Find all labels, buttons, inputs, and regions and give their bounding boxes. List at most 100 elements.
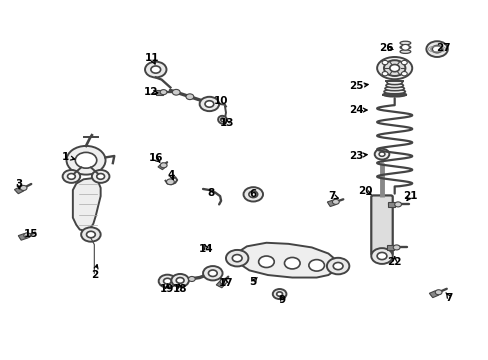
Circle shape xyxy=(308,260,324,271)
Circle shape xyxy=(431,45,441,53)
Circle shape xyxy=(401,72,407,76)
Text: 12: 12 xyxy=(143,87,158,97)
Circle shape xyxy=(381,72,387,76)
Polygon shape xyxy=(386,245,393,250)
Circle shape xyxy=(326,258,348,274)
Circle shape xyxy=(378,152,384,156)
Circle shape xyxy=(332,199,339,204)
Circle shape xyxy=(66,146,105,175)
Text: 19: 19 xyxy=(160,284,174,294)
Circle shape xyxy=(394,202,401,207)
Circle shape xyxy=(258,256,274,267)
Circle shape xyxy=(166,179,174,185)
Circle shape xyxy=(204,101,213,107)
Circle shape xyxy=(401,44,408,50)
Text: 10: 10 xyxy=(213,96,228,106)
Text: 11: 11 xyxy=(144,53,159,63)
Text: 25: 25 xyxy=(349,81,363,91)
Polygon shape xyxy=(73,178,101,231)
Circle shape xyxy=(434,290,441,295)
Text: 4: 4 xyxy=(167,170,175,180)
Circle shape xyxy=(383,60,405,76)
Ellipse shape xyxy=(220,118,224,122)
Circle shape xyxy=(171,274,188,287)
Circle shape xyxy=(67,174,75,179)
Text: 14: 14 xyxy=(199,244,213,254)
Ellipse shape xyxy=(383,89,405,94)
Text: 5: 5 xyxy=(249,277,256,287)
Text: 9: 9 xyxy=(278,295,285,305)
Circle shape xyxy=(185,94,193,100)
Circle shape xyxy=(248,191,257,198)
Ellipse shape xyxy=(385,84,403,87)
Circle shape xyxy=(81,227,101,242)
Circle shape xyxy=(225,250,248,266)
Circle shape xyxy=(172,89,180,95)
Text: 23: 23 xyxy=(349,150,363,161)
Polygon shape xyxy=(387,202,394,207)
Ellipse shape xyxy=(376,57,411,79)
Ellipse shape xyxy=(399,50,410,53)
Circle shape xyxy=(62,170,80,183)
Circle shape xyxy=(208,270,217,276)
Text: 7: 7 xyxy=(445,293,452,303)
Circle shape xyxy=(381,60,387,65)
Ellipse shape xyxy=(399,45,410,49)
Text: 26: 26 xyxy=(378,43,392,53)
Circle shape xyxy=(97,174,104,179)
Polygon shape xyxy=(238,243,337,278)
Ellipse shape xyxy=(399,41,410,45)
Circle shape xyxy=(86,231,95,238)
Circle shape xyxy=(199,97,219,111)
Polygon shape xyxy=(18,234,27,240)
Circle shape xyxy=(163,278,171,284)
Circle shape xyxy=(376,252,386,260)
Text: 1: 1 xyxy=(62,152,69,162)
Circle shape xyxy=(389,64,399,72)
Text: 24: 24 xyxy=(348,105,363,115)
Text: 2: 2 xyxy=(90,270,98,280)
Circle shape xyxy=(176,278,183,283)
Ellipse shape xyxy=(382,93,406,97)
Circle shape xyxy=(232,255,242,262)
Text: 18: 18 xyxy=(173,284,187,294)
Circle shape xyxy=(374,149,388,159)
Ellipse shape xyxy=(386,80,402,85)
Circle shape xyxy=(160,90,166,95)
Polygon shape xyxy=(158,163,166,170)
Circle shape xyxy=(392,245,399,250)
Circle shape xyxy=(272,289,286,299)
Circle shape xyxy=(145,62,166,77)
Text: 20: 20 xyxy=(357,186,372,197)
Circle shape xyxy=(370,248,392,264)
Text: 17: 17 xyxy=(218,278,233,288)
Circle shape xyxy=(220,279,226,284)
Circle shape xyxy=(160,163,167,168)
Circle shape xyxy=(401,60,407,65)
Circle shape xyxy=(276,292,282,296)
Circle shape xyxy=(75,152,97,168)
Text: 13: 13 xyxy=(220,118,234,128)
Circle shape xyxy=(151,66,160,73)
Text: 16: 16 xyxy=(148,153,163,163)
Circle shape xyxy=(24,233,31,238)
Circle shape xyxy=(158,275,176,288)
Polygon shape xyxy=(428,291,438,298)
Polygon shape xyxy=(326,200,336,207)
Circle shape xyxy=(203,266,222,280)
Text: 8: 8 xyxy=(207,188,215,198)
Text: 3: 3 xyxy=(16,179,23,189)
FancyBboxPatch shape xyxy=(370,195,392,255)
Text: 21: 21 xyxy=(402,191,417,201)
Circle shape xyxy=(243,187,263,202)
Polygon shape xyxy=(216,281,225,288)
Text: 27: 27 xyxy=(435,43,450,53)
Polygon shape xyxy=(156,90,162,95)
Text: 7: 7 xyxy=(328,191,335,201)
Circle shape xyxy=(426,41,447,57)
Ellipse shape xyxy=(218,116,226,124)
Ellipse shape xyxy=(384,86,404,91)
Text: 6: 6 xyxy=(249,189,256,199)
Circle shape xyxy=(284,257,300,269)
Text: 15: 15 xyxy=(23,229,38,239)
